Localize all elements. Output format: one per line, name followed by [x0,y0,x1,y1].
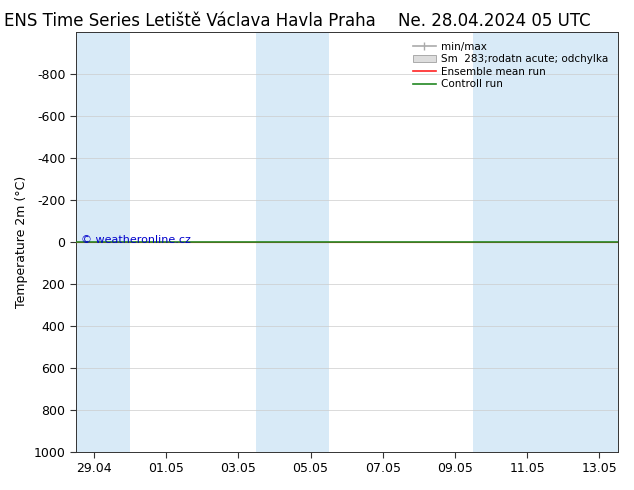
Legend: min/max, Sm  283;rodatn acute; odchylka, Ensemble mean run, Controll run: min/max, Sm 283;rodatn acute; odchylka, … [408,37,612,94]
Bar [473,32,618,452]
Y-axis label: Temperature 2m (°C): Temperature 2m (°C) [15,176,28,308]
Bar [76,32,130,452]
Text: ENS Time Series Letiště Václava Havla Praha: ENS Time Series Letiště Václava Havla Pr… [4,12,376,30]
Text: © weatheronline.cz: © weatheronline.cz [81,235,191,245]
Bar [256,32,328,452]
Text: Ne. 28.04.2024 05 UTC: Ne. 28.04.2024 05 UTC [398,12,591,30]
